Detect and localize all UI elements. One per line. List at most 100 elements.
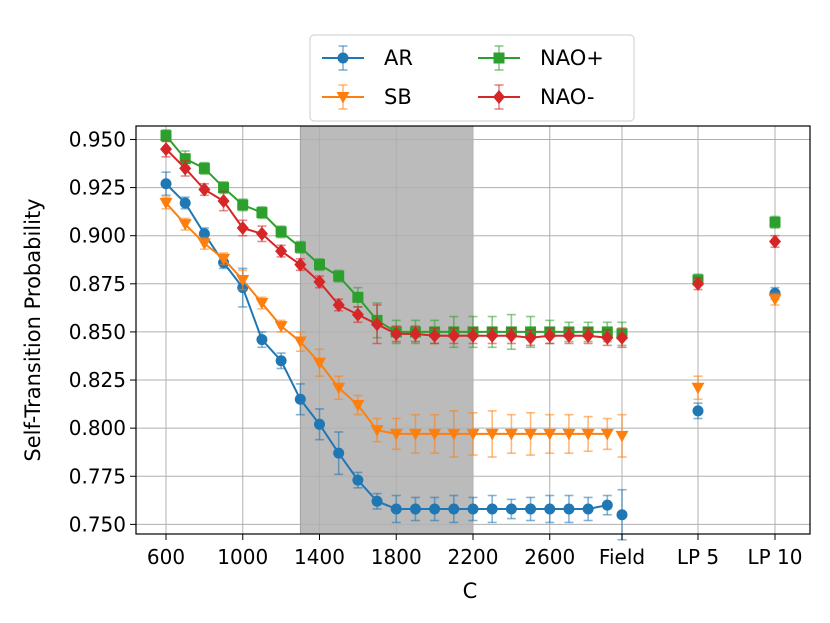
data-point	[179, 197, 191, 209]
data-point	[582, 328, 595, 343]
data-point	[409, 326, 422, 341]
data-point	[293, 336, 307, 349]
y-tick-label: 0.900	[69, 224, 126, 248]
data-point	[447, 428, 461, 441]
data-point	[692, 405, 704, 417]
data-point	[543, 428, 557, 441]
data-point	[544, 503, 556, 515]
data-point	[313, 274, 326, 289]
data-point	[467, 328, 479, 343]
data-point	[314, 418, 325, 430]
data-point	[178, 219, 192, 231]
data-point	[486, 328, 499, 343]
data-point	[601, 499, 613, 511]
data-point	[198, 182, 211, 197]
y-tick-label: 0.825	[69, 368, 126, 392]
legend: AR SB NAO+ NAO-	[309, 34, 635, 122]
data-point	[218, 182, 230, 194]
legend-label: NAO+	[540, 46, 604, 70]
x-tick-label: 2200	[448, 545, 499, 569]
data-point	[371, 317, 384, 332]
data-point	[692, 276, 704, 291]
y-tick-label: 0.850	[69, 320, 126, 344]
data-point	[408, 428, 422, 441]
y-tick-label: 0.775	[69, 464, 126, 488]
data-point	[390, 326, 403, 341]
legend-marker	[337, 52, 349, 64]
data-point	[428, 328, 441, 343]
data-point	[352, 291, 364, 303]
data-point	[581, 428, 595, 441]
data-point	[524, 330, 537, 345]
data-point	[179, 153, 191, 165]
data-point	[198, 162, 210, 174]
data-point	[294, 241, 306, 253]
data-point	[160, 178, 172, 190]
legend-item: AR	[322, 45, 413, 71]
data-point	[371, 495, 383, 507]
series-ar	[160, 171, 781, 541]
data-point	[370, 425, 384, 437]
data-point	[236, 221, 249, 235]
data-point	[768, 294, 782, 306]
data-point	[160, 142, 172, 157]
data-point	[198, 228, 210, 240]
y-tick-label: 0.800	[69, 416, 126, 440]
data-point	[409, 503, 421, 515]
data-point	[160, 130, 172, 142]
data-point	[601, 330, 614, 345]
x-tick-label: 1800	[371, 545, 422, 569]
x-tick-label: LP 10	[747, 545, 802, 569]
x-tick-label: 1000	[217, 545, 268, 569]
legend-marker	[493, 52, 505, 64]
y-tick-label: 0.925	[69, 176, 126, 200]
data-point	[769, 216, 781, 228]
data-point	[691, 382, 705, 395]
x-tick-label: 2600	[524, 545, 575, 569]
legend-box	[309, 34, 635, 122]
legend-label: SB	[384, 85, 412, 109]
data-point	[333, 270, 345, 282]
data-point	[159, 197, 173, 210]
data-point	[600, 428, 614, 441]
legend-label: NAO-	[540, 85, 594, 109]
legend-item: NAO+	[478, 45, 604, 71]
data-point	[294, 257, 307, 272]
data-point	[769, 234, 781, 249]
series-layer	[159, 129, 782, 541]
series-nao-minus	[160, 140, 781, 349]
data-point	[217, 253, 231, 266]
data-point	[237, 199, 249, 211]
data-point	[352, 474, 364, 486]
y-tick-label: 0.950	[69, 127, 126, 151]
data-point	[314, 259, 325, 271]
data-point	[562, 428, 576, 441]
x-tick-label: 600	[147, 545, 185, 569]
x-tick-label: LP 5	[677, 545, 719, 569]
data-point	[447, 328, 460, 343]
legend-marker	[336, 92, 350, 104]
data-point	[448, 503, 460, 515]
data-point	[179, 161, 192, 176]
data-point	[616, 330, 628, 345]
y-tick-label: 0.875	[69, 272, 126, 296]
data-point	[275, 226, 287, 238]
data-point	[543, 328, 556, 343]
data-point	[429, 503, 441, 515]
data-point	[351, 400, 365, 412]
y-axis-label: Self-Transition Probability	[21, 198, 45, 461]
data-point	[505, 328, 518, 343]
legend-item: NAO-	[478, 84, 594, 110]
data-point	[333, 447, 345, 459]
x-tick-label: Field	[599, 545, 645, 569]
data-point	[466, 428, 480, 441]
data-point	[275, 355, 287, 367]
data-point	[256, 334, 268, 346]
data-point	[274, 321, 288, 333]
data-point	[562, 328, 575, 343]
data-point	[217, 194, 230, 209]
data-point	[525, 503, 537, 515]
data-point	[582, 503, 594, 515]
data-point	[236, 274, 250, 287]
